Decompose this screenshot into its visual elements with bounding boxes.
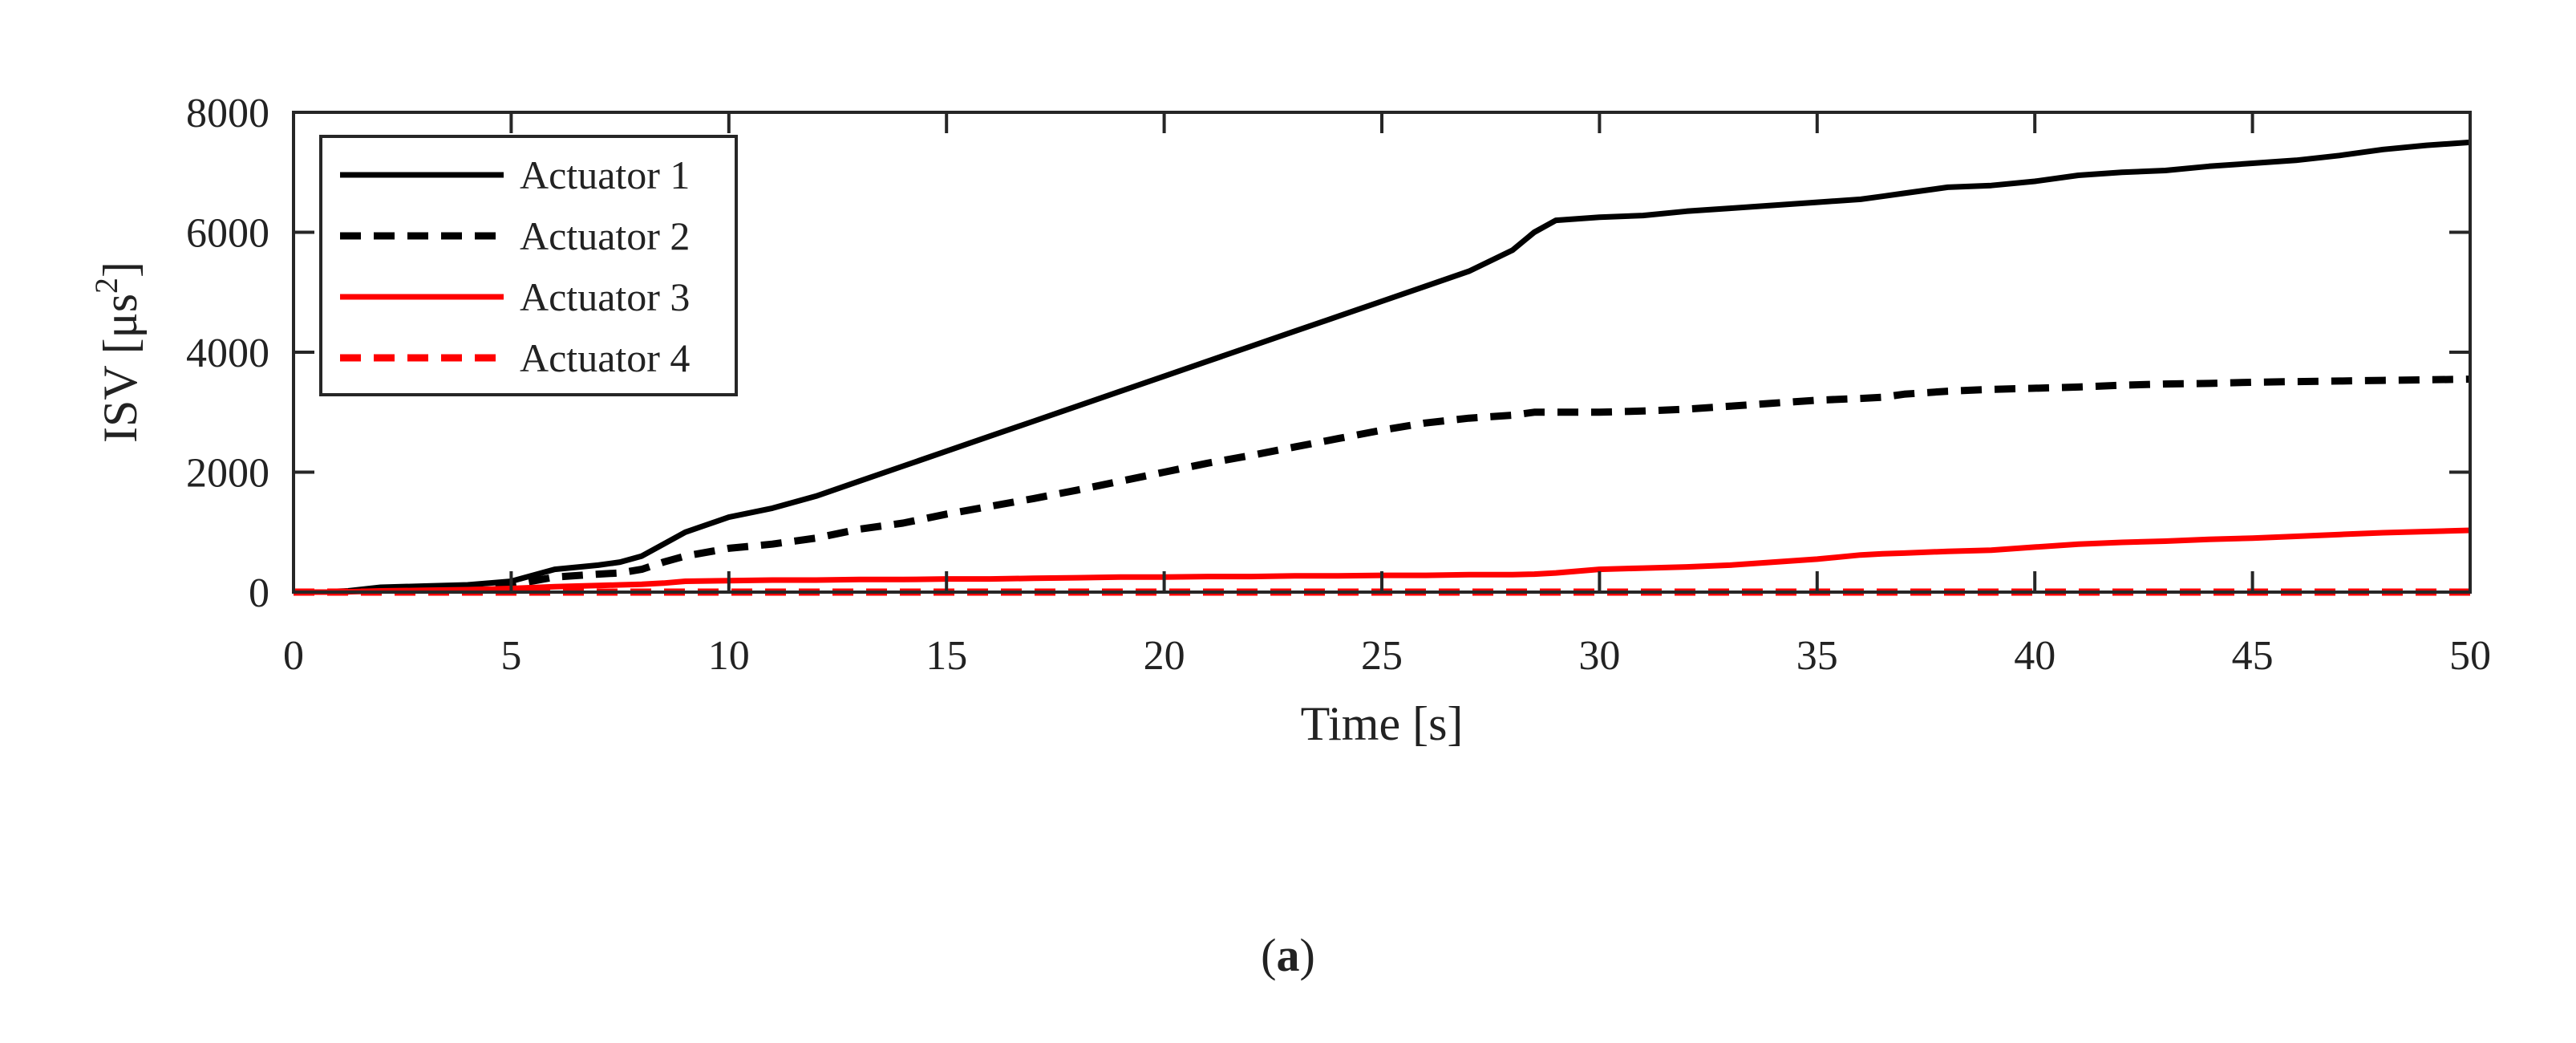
x-tick-label: 50 (2449, 633, 2491, 679)
x-tick-label: 10 (708, 633, 750, 679)
x-tick-label: 35 (1796, 633, 1838, 679)
x-tick-label: 30 (1578, 633, 1620, 679)
x-tick-label: 25 (1361, 633, 1403, 679)
tick-labels-layer: 0 5 10 15 20 25 30 35 40 45 50 0 2000 4000 6000 8000 (186, 91, 2491, 679)
y-axis-label-superscript: 2 (88, 278, 124, 294)
y-tick-label: 0 (249, 570, 269, 616)
x-tick-label: 0 (283, 633, 304, 679)
legend: Actuator 1 Actuator 2 Actuator 3 Actuator 4 (319, 135, 738, 396)
caption-letter: a (1277, 929, 1300, 981)
series-line-1 (294, 139, 2471, 595)
x-axis-label: Time [s] (1301, 697, 1464, 750)
legend-label-3: Actuator 3 (520, 274, 690, 319)
legend-label-4: Actuator 4 (520, 335, 690, 380)
y-axis-label-prefix: ISV [μs (94, 294, 147, 443)
caption-open-paren: ( (1261, 929, 1276, 981)
legend-label-2: Actuator 2 (520, 213, 690, 258)
caption-close-paren: ) (1300, 929, 1315, 981)
ticks-layer (292, 111, 2472, 594)
x-tick-label: 15 (925, 633, 967, 679)
legend-label-1: Actuator 1 (520, 152, 690, 197)
x-tick-label: 40 (2014, 633, 2056, 679)
y-tick-label: 6000 (186, 211, 269, 257)
y-axis-label-suffix: ] (94, 262, 147, 278)
x-tick-label: 20 (1144, 633, 1185, 679)
figure-caption: (a) (1261, 929, 1315, 981)
x-tick-label: 45 (2232, 633, 2274, 679)
legend-box (319, 135, 738, 396)
y-tick-label: 2000 (186, 451, 269, 497)
x-tick-label: 5 (500, 633, 521, 679)
y-tick-label: 4000 (186, 331, 269, 376)
y-axis-label: ISV [μs2] (88, 262, 147, 443)
series-line-2 (294, 375, 2471, 596)
y-tick-label: 8000 (186, 91, 269, 136)
